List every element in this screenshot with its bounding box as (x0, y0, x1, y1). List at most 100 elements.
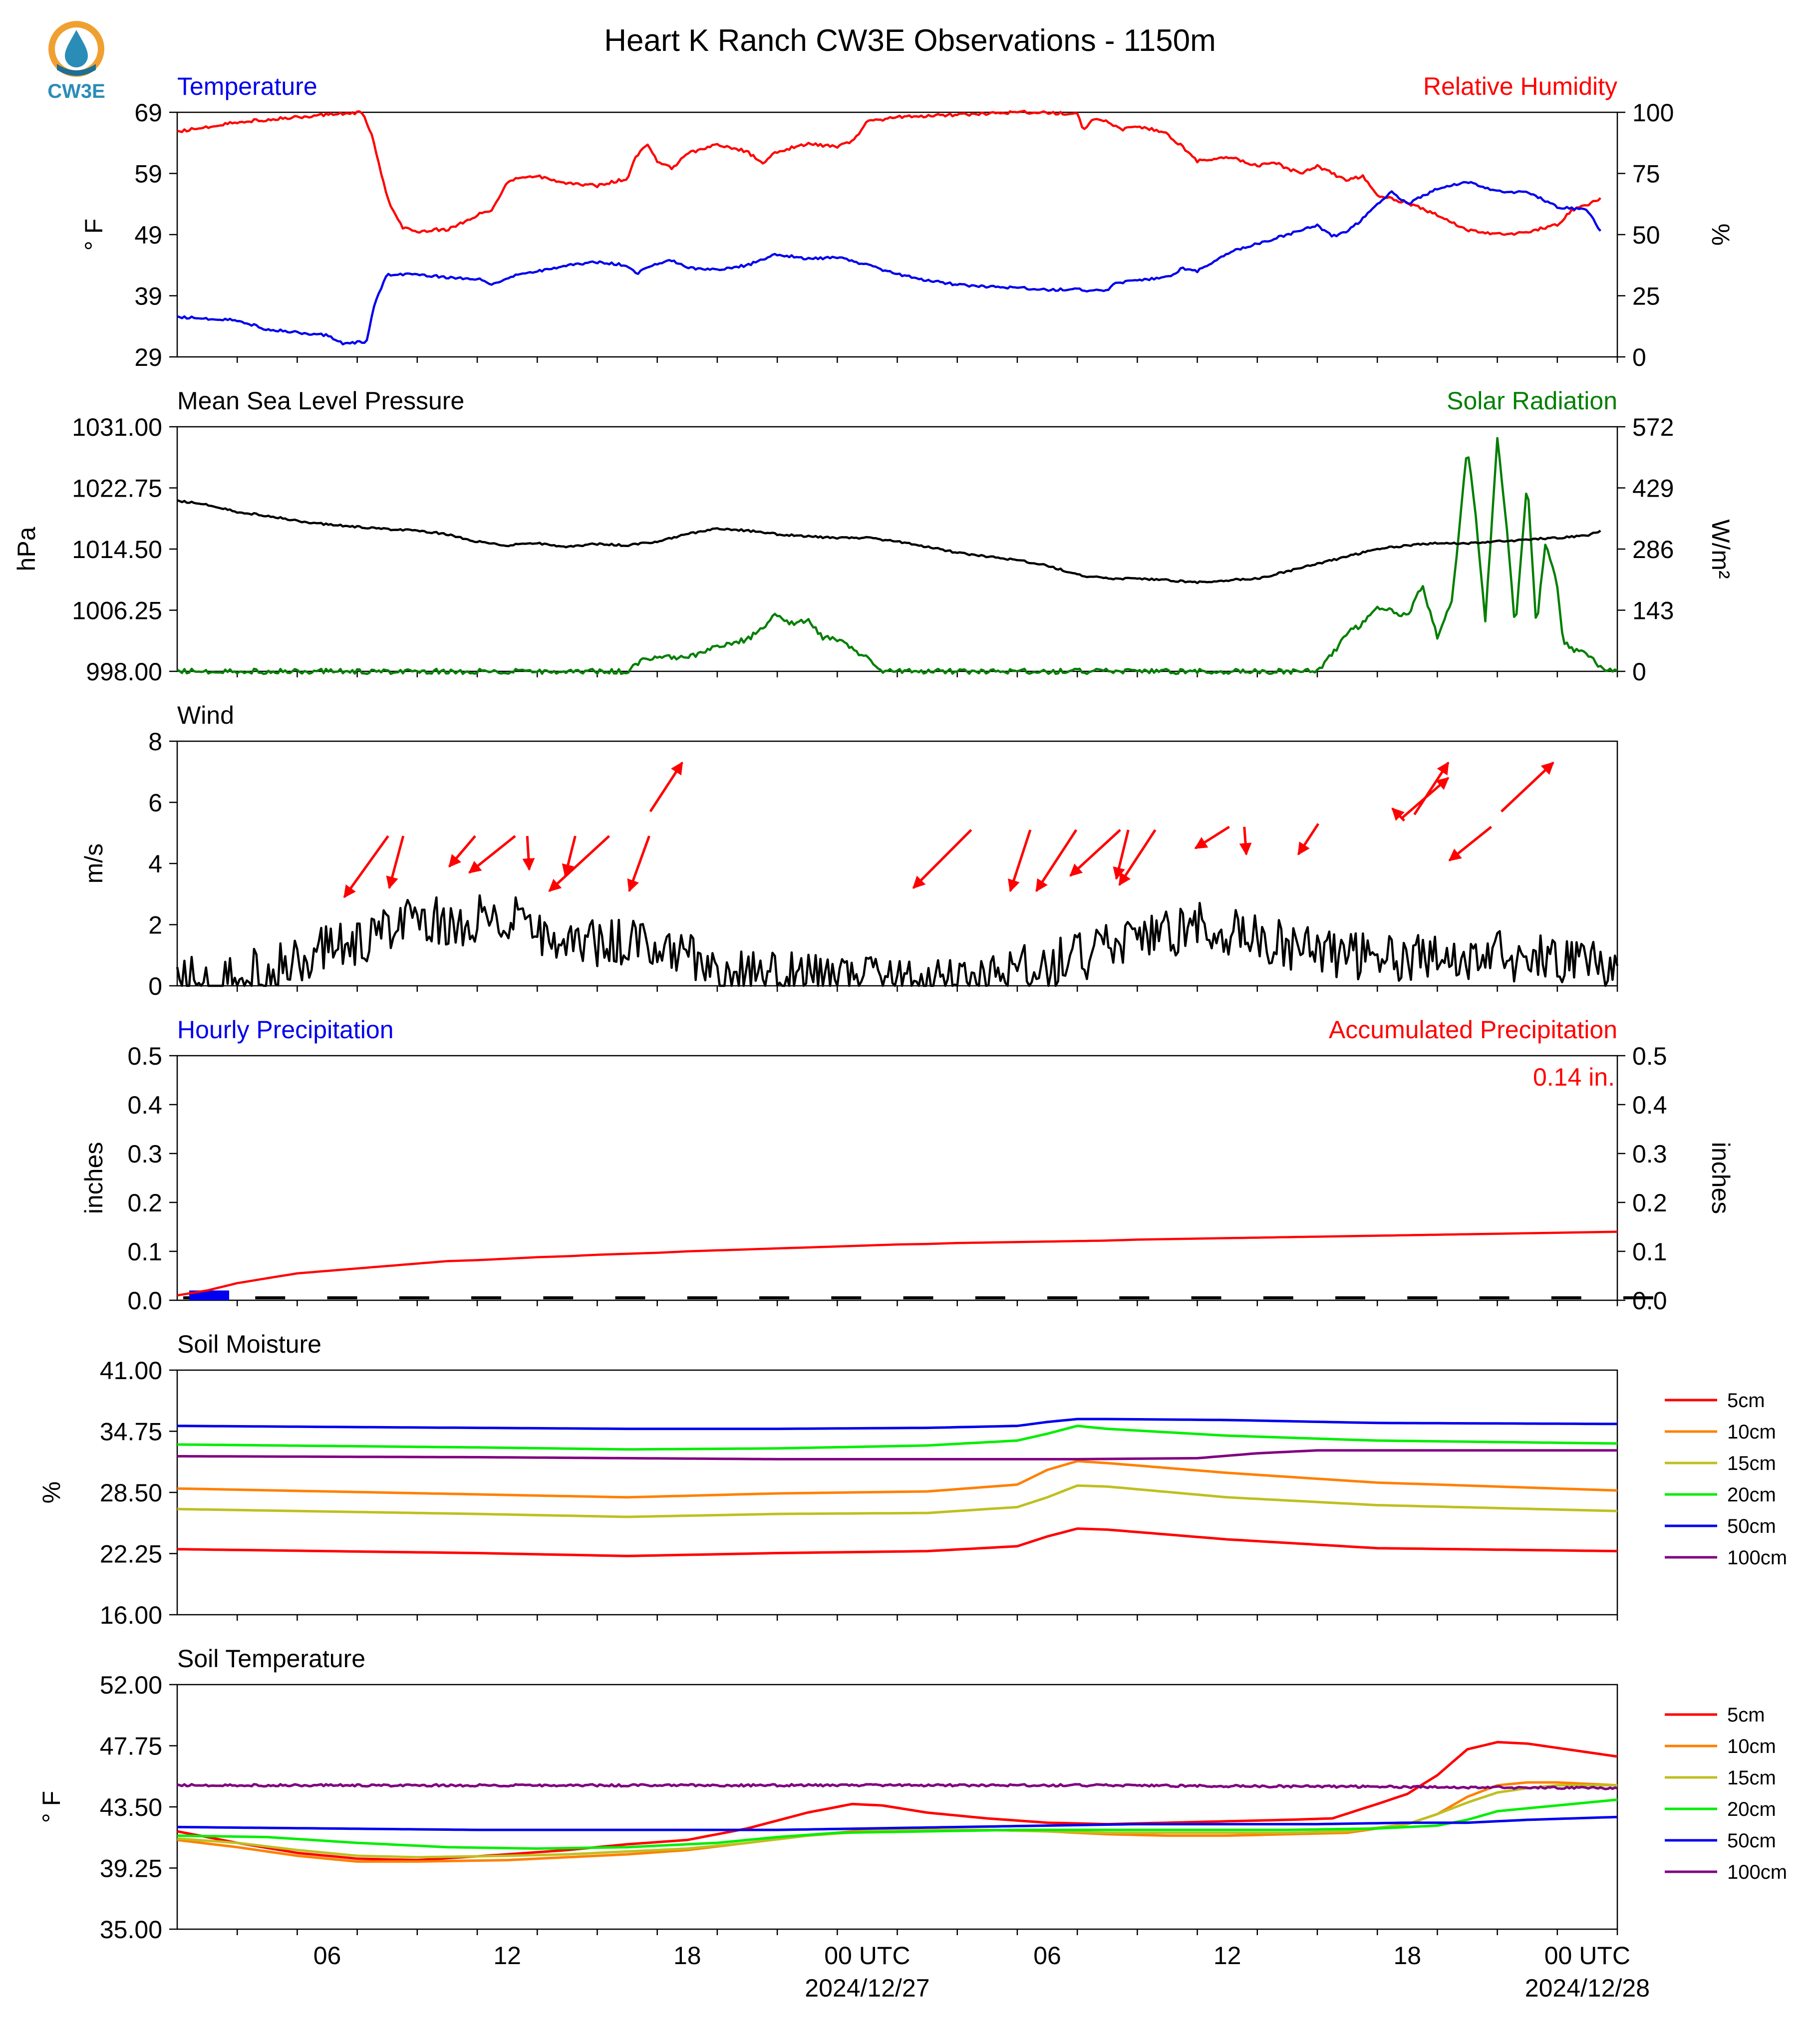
wind-left-title: Wind (177, 701, 234, 729)
x-tick-label: 18 (1393, 1942, 1421, 1970)
hourly-precip-bar (1191, 1296, 1221, 1300)
pressure-line (177, 499, 1601, 584)
soil_moisture-left-tick-label: 28.50 (100, 1479, 162, 1507)
pressure-left-tick-label: 1014.50 (72, 536, 162, 564)
temperature-plot-frame (176, 111, 1618, 358)
soil_temperature-left-title: Soil Temperature (177, 1645, 365, 1673)
wind-arrow (522, 836, 535, 871)
precip-right-tick-label: 0.2 (1632, 1189, 1667, 1217)
soil-moisture-line-100cm (177, 1449, 1617, 1460)
temperature-left-tick-label: 29 (134, 343, 162, 371)
wind-speed-line (176, 894, 1619, 987)
pressure-left-tick-label: 998.00 (86, 658, 162, 686)
soil-temp-line-100cm (177, 1783, 1618, 1790)
hourly-precip-bar (759, 1296, 790, 1300)
precip-left-tick-label: 0.0 (127, 1287, 162, 1315)
wind-arrow (1239, 827, 1252, 856)
accumulated-precip-line (177, 1230, 1618, 1297)
temperature-left-title: Temperature (177, 72, 317, 100)
hourly-precip-bar (189, 1290, 230, 1300)
wind-arrow (343, 835, 389, 898)
hourly-precip-bar (1119, 1296, 1150, 1300)
x-tick-label: 18 (673, 1942, 701, 1970)
precip-left-axis-label: inches (80, 1142, 108, 1214)
pressure-right-tick-label: 572 (1632, 413, 1674, 441)
hourly-precip-bar (1551, 1296, 1581, 1300)
hourly-precip-bar (399, 1296, 429, 1300)
wind-arrow (562, 836, 577, 877)
pressure-right-title: Solar Radiation (1447, 387, 1617, 415)
soil-moisture-line-15cm (177, 1484, 1618, 1518)
wind-arrow (1035, 829, 1078, 892)
soil_moisture-left-tick-label: 16.00 (100, 1601, 162, 1629)
precip-plot-frame (176, 1055, 1618, 1301)
wind-arrow (627, 836, 650, 892)
hourly-precip-bar (255, 1296, 286, 1300)
soil_temperature-legend-label: 100cm (1727, 1861, 1787, 1883)
hourly-precip-bar (1263, 1296, 1293, 1300)
hourly-precip-bar (1623, 1296, 1654, 1300)
hourly-precip-bar (1407, 1296, 1438, 1300)
soil_temperature-left-axis-label: ° F (37, 1791, 65, 1823)
soil-temp-line-20cm (177, 1798, 1618, 1850)
precip-right-tick-label: 0.1 (1632, 1238, 1667, 1266)
wind-left-tick-label: 6 (148, 789, 162, 817)
soil_temperature-legend-label: 20cm (1727, 1798, 1776, 1820)
soil_moisture-legend-label: 50cm (1727, 1515, 1776, 1537)
solar-radiation-line (176, 437, 1618, 675)
wind-arrow (548, 835, 610, 892)
hourly-precip-bar (543, 1296, 574, 1300)
soil_temperature-left-tick-label: 35.00 (100, 1916, 162, 1944)
soil_temperature-left-tick-label: 39.25 (100, 1855, 162, 1883)
wind-arrow (649, 761, 683, 813)
precip-right-tick-label: 0.3 (1632, 1140, 1667, 1168)
pressure-left-axis-label: hPa (12, 527, 40, 571)
soil_temperature-left-tick-label: 47.75 (100, 1733, 162, 1760)
x-tick-label: 00 UTC (1544, 1942, 1630, 1970)
x-tick-label: 12 (1213, 1942, 1241, 1970)
soil_moisture-legend-label: 5cm (1727, 1390, 1765, 1412)
temperature-right-tick-label: 100 (1632, 99, 1674, 127)
temperature-right-tick-label: 25 (1632, 283, 1660, 310)
soil_temperature-legend-label: 50cm (1727, 1830, 1776, 1852)
wind-arrow (468, 835, 516, 874)
cw3e-logo: CW3E (39, 18, 114, 103)
wind-left-tick-label: 8 (148, 728, 162, 756)
precip-right-axis-label: inches (1707, 1142, 1735, 1214)
wind-arrow (1500, 762, 1554, 813)
soil_moisture-left-tick-label: 41.00 (100, 1357, 162, 1385)
pressure-right-axis-label: W/m² (1707, 519, 1735, 579)
pressure-right-tick-label: 0 (1632, 658, 1646, 686)
wind-arrow (1113, 830, 1130, 880)
pressure-left-tick-label: 1022.75 (72, 475, 162, 503)
hourly-precip-bar (327, 1296, 357, 1300)
soil_moisture-left-title: Soil Moisture (177, 1330, 321, 1358)
soil_moisture-legend-label: 20cm (1727, 1484, 1776, 1506)
hourly-precip-bar (471, 1296, 502, 1300)
hourly-precip-bar (831, 1296, 862, 1300)
temperature-right-tick-label: 75 (1632, 160, 1660, 188)
chart-title: Heart K Ranch CW3E Observations - 1150m (604, 23, 1216, 58)
wind-left-tick-label: 2 (148, 911, 162, 939)
logo-text: CW3E (47, 80, 105, 102)
soil_moisture-left-axis-label: % (37, 1481, 65, 1503)
precip-left-title: Hourly Precipitation (177, 1016, 394, 1044)
precip-right-title: Accumulated Precipitation (1329, 1016, 1617, 1044)
precip-total-label: 0.14 in. (1533, 1063, 1615, 1091)
hourly-precip-bar (615, 1296, 645, 1300)
precip-right-tick-label: 0.4 (1632, 1091, 1667, 1119)
cw3e-drop-logo-icon: CW3E (47, 21, 105, 102)
pressure-right-tick-label: 286 (1632, 536, 1674, 564)
wind-left-tick-label: 4 (148, 850, 162, 878)
soil_temperature-left-tick-label: 52.00 (100, 1671, 162, 1699)
x-tick-label: 00 UTC (824, 1942, 910, 1970)
wind-arrow (912, 829, 972, 889)
x-date-label: 2024/12/27 (805, 1974, 929, 2002)
x-tick-label: 06 (313, 1942, 341, 1970)
soil-moisture-line-20cm (177, 1425, 1618, 1451)
rh-line (177, 109, 1601, 236)
precip-left-tick-label: 0.3 (127, 1140, 162, 1168)
precip-left-tick-label: 0.5 (127, 1042, 162, 1070)
